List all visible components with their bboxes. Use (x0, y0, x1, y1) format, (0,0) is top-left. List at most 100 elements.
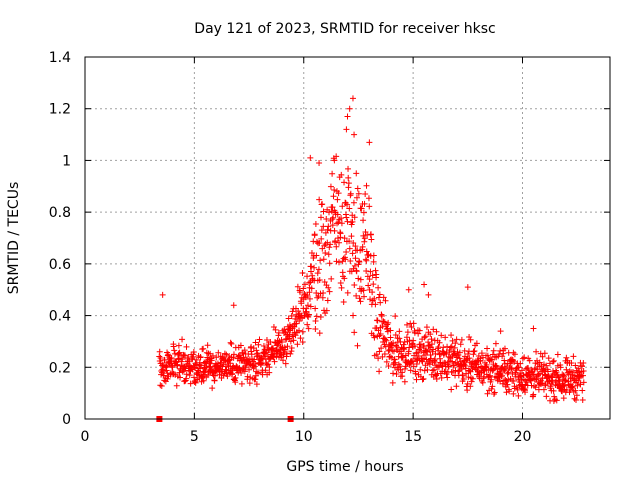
y-tick-label: 1.4 (49, 50, 71, 66)
data-point (579, 397, 586, 404)
data-point (173, 382, 180, 389)
data-point (497, 347, 504, 354)
data-point (359, 243, 366, 250)
data-point (517, 360, 524, 367)
x-tick-label: 15 (404, 429, 422, 445)
data-point (204, 372, 211, 379)
data-point (368, 231, 375, 238)
data-point (568, 359, 575, 366)
data-point (535, 371, 542, 378)
y-tick-label: 1.2 (49, 102, 71, 118)
data-point (207, 360, 214, 367)
data-point (580, 372, 587, 379)
data-point (486, 387, 493, 394)
data-point (339, 203, 346, 210)
data-point (275, 329, 282, 336)
data-point (373, 271, 380, 278)
data-point (285, 315, 292, 322)
data-point (371, 334, 378, 341)
data-point (465, 374, 472, 381)
data-point (387, 334, 394, 341)
data-point (453, 383, 460, 390)
data-point (543, 393, 550, 400)
data-point (282, 346, 289, 353)
data-point (580, 359, 587, 366)
data-point (165, 351, 172, 358)
data-point (299, 328, 306, 335)
data-point (208, 357, 215, 364)
data-point (578, 363, 585, 370)
data-point (541, 367, 548, 374)
data-point (157, 354, 164, 361)
data-point (375, 284, 382, 291)
data-point (247, 374, 254, 381)
data-point (484, 345, 491, 352)
data-point (156, 348, 163, 355)
data-point (246, 380, 253, 387)
data-point (316, 239, 323, 246)
data-point (554, 351, 561, 358)
data-point (349, 95, 356, 102)
data-point (451, 362, 458, 369)
data-point (342, 256, 349, 263)
data-point (192, 379, 199, 386)
data-point (363, 248, 370, 255)
x-tick-label: 10 (295, 429, 313, 445)
data-point (369, 272, 376, 279)
data-point (380, 318, 387, 325)
data-point (555, 374, 562, 381)
data-point (355, 190, 362, 197)
data-point (432, 350, 439, 357)
data-point (460, 375, 467, 382)
y-tick-label: 0.4 (49, 309, 71, 325)
data-point (311, 231, 318, 238)
data-point (465, 351, 472, 358)
data-point (399, 353, 406, 360)
data-point (392, 359, 399, 366)
data-point (317, 257, 324, 264)
data-point (334, 211, 341, 218)
data-point (336, 259, 343, 266)
data-point (305, 311, 312, 318)
data-point (560, 383, 567, 390)
data-point (536, 359, 543, 366)
data-point (580, 367, 587, 374)
data-point (493, 362, 500, 369)
data-point (179, 356, 186, 363)
data-point (263, 337, 270, 344)
data-point (299, 269, 306, 276)
data-point (252, 376, 259, 383)
data-point (372, 267, 379, 274)
data-point (519, 355, 526, 362)
data-point (399, 373, 406, 380)
y-tick-label: 1 (62, 153, 71, 169)
data-point (317, 290, 324, 297)
data-point (433, 328, 440, 335)
data-point (508, 366, 515, 373)
data-point (488, 376, 495, 383)
data-point (410, 363, 417, 370)
data-point (396, 328, 403, 335)
data-point (334, 196, 341, 203)
data-point (229, 370, 236, 377)
data-point (511, 358, 518, 365)
data-point (305, 325, 312, 332)
data-point (456, 355, 463, 362)
data-point (198, 362, 205, 369)
data-point (266, 364, 273, 371)
data-point (562, 377, 569, 384)
data-point (163, 363, 170, 370)
data-point (572, 362, 579, 369)
data-point (577, 381, 584, 388)
data-point (361, 293, 368, 300)
data-point (467, 383, 474, 390)
data-point (301, 281, 308, 288)
data-point (417, 366, 424, 373)
data-point (387, 327, 394, 334)
data-point (324, 226, 331, 233)
data-point (469, 375, 476, 382)
data-point (335, 219, 342, 226)
data-point (347, 257, 354, 264)
data-point (330, 214, 337, 221)
